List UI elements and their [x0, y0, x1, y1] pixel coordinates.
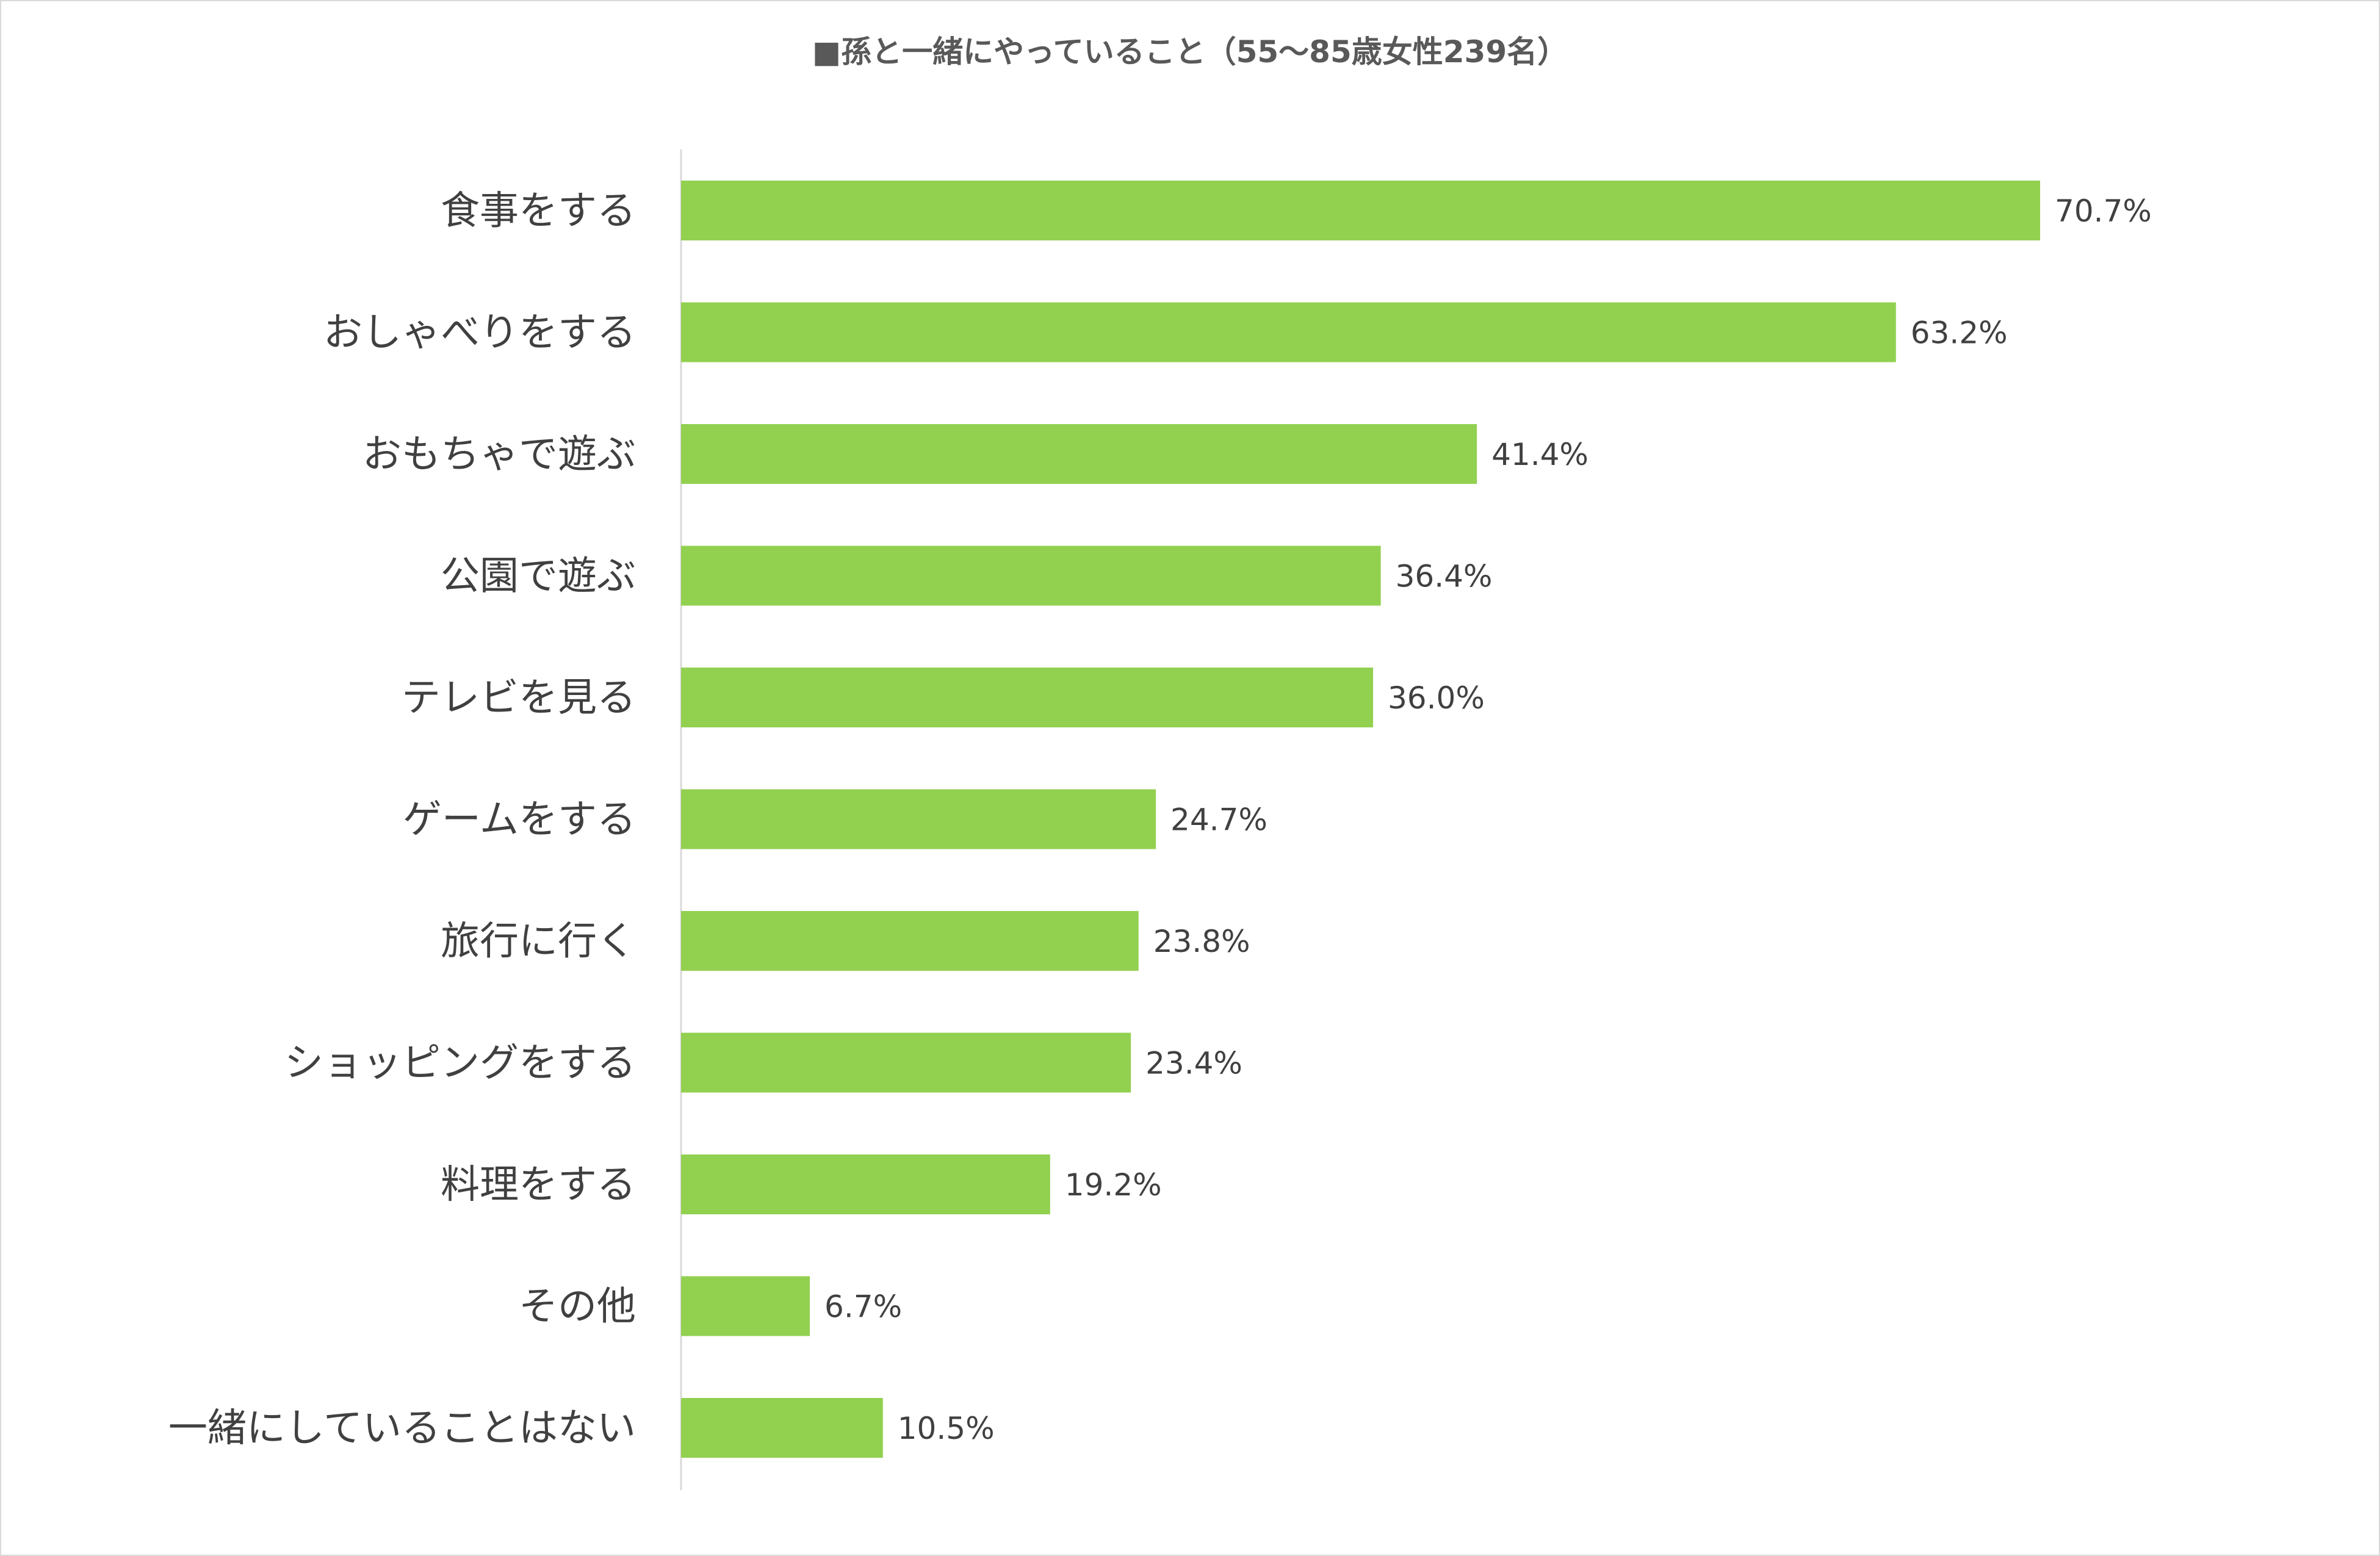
- bar-9: [681, 1154, 1050, 1214]
- bar-8: [681, 1032, 1131, 1093]
- value-label-5: 36.0%: [1388, 680, 1485, 716]
- bar-2: [681, 302, 1896, 362]
- category-label-1: 食事をする: [441, 189, 636, 234]
- category-label-8: ショッピングをする: [284, 1041, 636, 1086]
- value-label-9: 19.2%: [1065, 1167, 1162, 1203]
- value-label-11: 10.5%: [898, 1411, 995, 1446]
- value-label-7: 23.8%: [1153, 924, 1250, 959]
- value-label-10: 6.7%: [824, 1289, 902, 1325]
- category-label-5: テレビを見る: [402, 675, 636, 721]
- bar-6: [681, 789, 1156, 849]
- category-label-4: 公園で遊ぶ: [441, 554, 636, 599]
- bar-10: [681, 1276, 810, 1336]
- bar-1: [681, 181, 2041, 240]
- bars-group: 食事をする 70.7% おしゃべりをする 63.2% おもちゃで遊ぶ 41.4% 公園で遊ぶ…: [168, 181, 2152, 1458]
- category-label-3: おもちゃで遊ぶ: [362, 432, 636, 477]
- bar-4: [681, 546, 1381, 606]
- chart-title: ■孫と一緒にやっていること（55～85歳女性239名）: [812, 34, 1568, 70]
- category-label-11: 一緒にしていることはない: [168, 1406, 636, 1451]
- category-label-9: 料理をする: [441, 1162, 636, 1208]
- bar-7: [681, 911, 1139, 971]
- category-label-7: 旅行に行く: [441, 919, 636, 964]
- category-label-6: ゲームをする: [403, 798, 636, 843]
- value-label-1: 70.7%: [2055, 193, 2152, 229]
- value-label-2: 63.2%: [1911, 315, 2008, 351]
- bar-11: [681, 1398, 883, 1458]
- category-label-10: その他: [519, 1284, 636, 1330]
- bar-5: [681, 668, 1373, 727]
- value-label-3: 41.4%: [1491, 437, 1588, 472]
- bar-3: [681, 424, 1477, 484]
- value-label-4: 36.4%: [1396, 559, 1493, 594]
- value-label-8: 23.4%: [1145, 1046, 1242, 1081]
- category-label-2: おしゃべりをする: [323, 311, 636, 356]
- value-label-6: 24.7%: [1170, 802, 1268, 838]
